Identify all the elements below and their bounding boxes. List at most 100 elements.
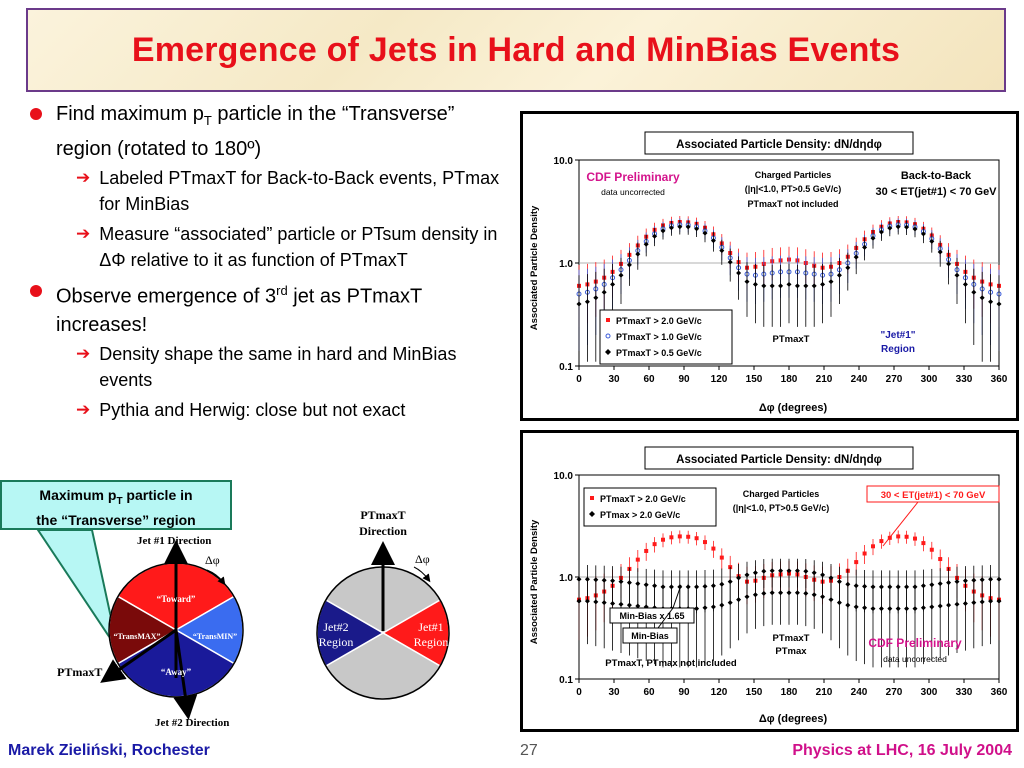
- data-point: [710, 604, 716, 610]
- x-tick-label: 150: [746, 374, 763, 385]
- jet2-arrow: [173, 629, 198, 720]
- jet1-region-label-2: Region: [414, 635, 449, 649]
- chart2-et-box: [866, 485, 1000, 503]
- data-point: [618, 579, 624, 585]
- dphi-label: Δφ: [205, 553, 220, 567]
- dphi-arrow: [206, 569, 226, 586]
- chart1-legend: PTmaxT > 2.0 GeV/c PTmaxT > 1.0 GeV/c PTma…: [599, 309, 733, 365]
- data-point: [828, 597, 834, 603]
- chart2-minbias-box: [622, 627, 678, 644]
- ptmaxt-label: PTmaxT: [57, 665, 102, 679]
- data-point: [870, 606, 876, 612]
- data-point: [660, 228, 666, 234]
- data-point: [920, 605, 926, 611]
- data-point: [694, 536, 699, 541]
- chart2-charged-2: (|η|<1.0, PT>0.5 GeV/c): [733, 503, 830, 513]
- callout-line-1: Maximum pT particle in: [39, 487, 193, 507]
- y-tick-label: 10.0: [554, 156, 574, 167]
- data-point: [584, 576, 590, 582]
- data-point: [912, 226, 918, 232]
- chart1-charged-2: (|η|<1.0, PT>0.5 GeV/c): [745, 184, 842, 194]
- data-point: [937, 603, 943, 609]
- data-point: [862, 605, 868, 611]
- chart2-et-label: 30 < ET(jet#1) < 70 GeV: [881, 490, 986, 501]
- data-point: [626, 602, 632, 608]
- x-tick-label: 0: [576, 374, 582, 385]
- footer-event: Physics at LHC, 16 July 2004: [792, 742, 1012, 759]
- data-point: [895, 606, 901, 612]
- chart-minbias-frame: Associated Particle Density: dN/dηdφ 0 30…: [520, 430, 1019, 732]
- dphi-arrow-2: [413, 566, 431, 583]
- sub-bullet-1a-text: Labeled PTmaxT for Back-to-Back events, …: [99, 168, 500, 214]
- footer-author: Marek Zieliński, Rochester: [8, 742, 210, 759]
- data-point: [896, 534, 901, 539]
- data-point: [593, 599, 599, 605]
- data-point: [979, 599, 985, 605]
- data-point: [904, 224, 910, 230]
- data-point: [761, 283, 767, 289]
- data-point: [769, 590, 775, 596]
- data-point: [626, 262, 632, 268]
- y-tick-label: 1.0: [559, 573, 573, 584]
- sub-bullet-1b-text: Measure “associated” particle or PTsum d…: [99, 224, 498, 270]
- legend-entry: PTmaxT > 2.0 GeV/c: [616, 316, 702, 326]
- legend-marker: [605, 333, 611, 339]
- sub-bullet-1a: ➔ Labeled PTmaxT for Back-to-Back events…: [76, 165, 510, 217]
- chart1-ptmaxt-label: PTmaxT: [773, 334, 810, 345]
- data-point: [996, 598, 1002, 604]
- data-point: [920, 231, 926, 237]
- data-point: [794, 568, 800, 574]
- chart-minbias: Associated Particle Density: dN/dηdφ 0 30…: [529, 446, 1008, 725]
- ptmaxt-direction-label-2: Direction: [359, 524, 407, 538]
- data-point: [576, 301, 582, 307]
- chart2-legend: PTmaxT > 2.0 GeV/c PTmax > 2.0 GeV/c: [583, 487, 717, 527]
- data-point: [937, 249, 943, 255]
- data-point: [988, 576, 994, 582]
- data-point: [769, 283, 775, 289]
- chart1-cdf-sub: data uncorrected: [601, 187, 665, 197]
- chart1-title: Associated Particle Density: dN/dηdφ: [676, 139, 882, 151]
- data-point: [694, 606, 700, 612]
- data-point: [761, 568, 767, 574]
- data-point: [727, 259, 733, 265]
- data-point: [786, 281, 792, 287]
- data-point: [836, 272, 842, 278]
- bullet-2-text: Observe emergence of 3rd jet as PTmaxT i…: [56, 283, 422, 336]
- data-point: [803, 283, 809, 289]
- data-point: [752, 570, 758, 576]
- data-point: [661, 537, 665, 542]
- region-transmax-label: “TransMAX”: [114, 632, 161, 641]
- chart2-title-box: [644, 446, 914, 470]
- data-point: [669, 535, 674, 540]
- chart1-charged-1: Charged Particles: [755, 170, 832, 180]
- x-tick-label: 180: [781, 374, 798, 385]
- x-tick-label: 0: [576, 687, 582, 698]
- data-point: [610, 600, 616, 606]
- title-banner: Emergence of Jets in Hard and MinBias Ev…: [26, 8, 1006, 92]
- data-point: [778, 283, 784, 289]
- dphi-label-2: Δφ: [415, 552, 430, 566]
- chart2-minbias-label: Min-Bias: [631, 631, 669, 641]
- data-point: [584, 598, 590, 604]
- data-point: [677, 534, 682, 539]
- data-point: [719, 555, 724, 560]
- arrow-right-icon: ➔: [76, 224, 91, 243]
- y-tick-label: 0.1: [559, 675, 573, 686]
- x-tick-label: 330: [956, 374, 973, 385]
- data-point: [946, 602, 952, 608]
- chart1-jet1-label-1: "Jet#1": [880, 330, 915, 341]
- region-transmin-label: “TransMIN”: [193, 632, 237, 641]
- x-tick-label: 360: [991, 374, 1008, 385]
- data-point: [946, 261, 952, 267]
- chart2-y-axis-label: Associated Particle Density: [529, 519, 540, 644]
- bullet-list: Find maximum pT particle in the “Transve…: [30, 100, 510, 427]
- data-point: [744, 594, 750, 600]
- data-point: [702, 605, 708, 611]
- data-point: [668, 225, 674, 231]
- data-point: [736, 597, 742, 603]
- x-tick-label: 300: [921, 687, 938, 698]
- data-point: [736, 575, 742, 581]
- sub-bullet-2b-text: Pythia and Herwig: close but not exact: [99, 399, 406, 420]
- sub-bullet-2a: ➔ Density shape the same in hard and Min…: [76, 341, 510, 393]
- data-point: [761, 590, 767, 596]
